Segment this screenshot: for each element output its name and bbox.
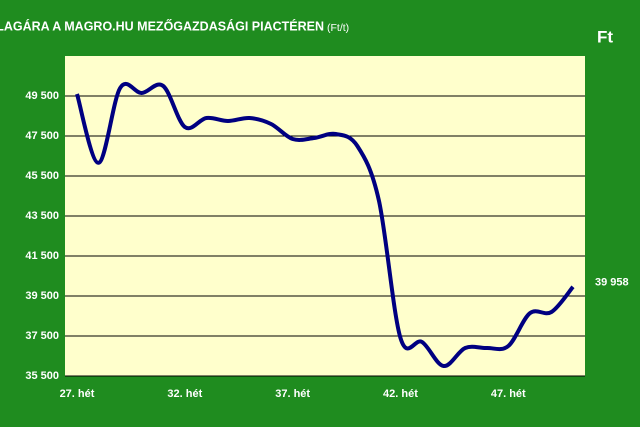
x-tick-label: 37. hét (275, 388, 310, 400)
y-tick-label: 37 500 (25, 330, 59, 342)
x-tick-label: 27. hét (60, 388, 95, 400)
y-unit: Ft (597, 27, 613, 46)
y-tick-label: 47 500 (25, 130, 59, 142)
x-tick-label: 42. hét (383, 388, 418, 400)
y-tick-label: 43 500 (25, 210, 59, 222)
chart-title: A KUKORICA ÁTLAGÁRA A MAGRO.HU MEZŐGAZDA… (0, 18, 324, 33)
y-tick-label: 45 500 (25, 170, 59, 182)
x-tick-label: 47. hét (491, 388, 526, 400)
chart-title-unit: (Ft/t) (327, 22, 349, 34)
x-tick-label: 32. hét (167, 388, 202, 400)
y-tick-label: 49 500 (25, 90, 59, 102)
y-tick-label: 39 500 (25, 290, 59, 302)
y-tick-label: 35 500 (25, 370, 59, 382)
line-series (75, 81, 575, 368)
y-tick-label: 41 500 (25, 250, 59, 262)
data-label: 39 958 (595, 277, 629, 289)
